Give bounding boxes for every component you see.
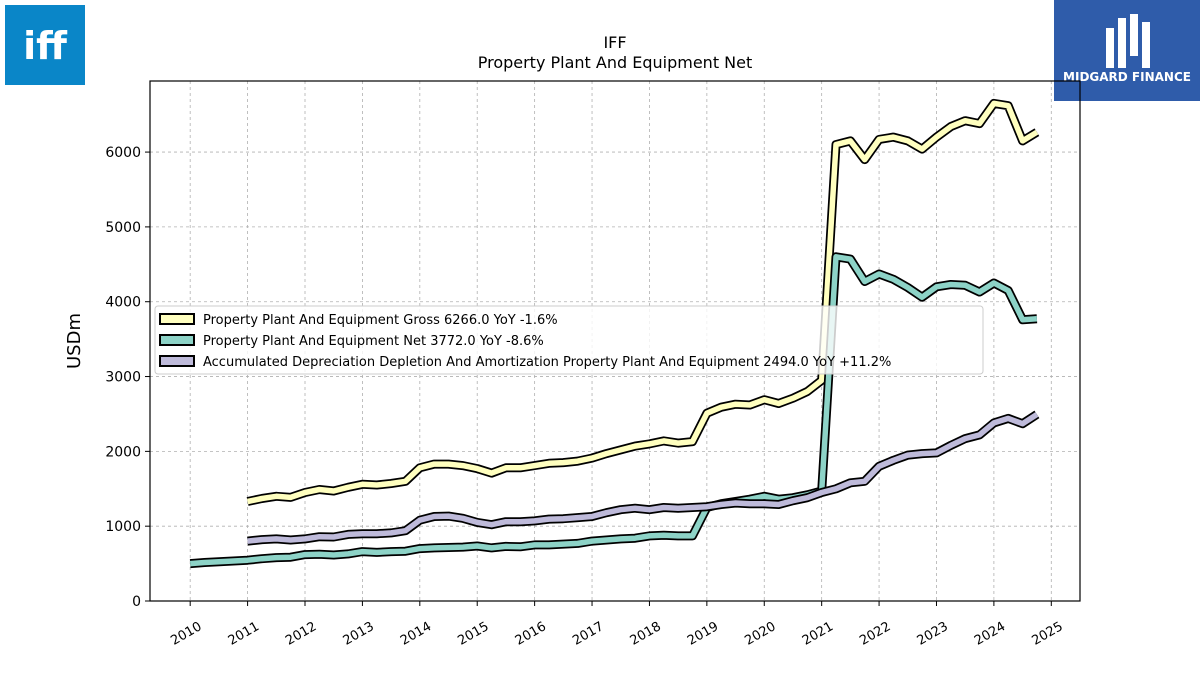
x-tick-label: 2023 <box>915 619 951 649</box>
x-tick-label: 2010 <box>168 619 204 649</box>
x-tick-label: 2017 <box>570 619 606 649</box>
legend: Property Plant And Equipment Gross 6266.… <box>154 305 984 375</box>
x-tick-label: 2019 <box>685 619 721 649</box>
x-axis-ticks: 2010 2011 2012 2013 2014 2015 2016 2017 2018 2019… <box>168 601 1066 649</box>
x-tick-label: 2025 <box>1029 619 1065 649</box>
plot-frame <box>149 80 1081 602</box>
series-2 <box>189 252 1038 569</box>
x-tick-label: 2022 <box>857 619 893 649</box>
iff-logo: iff <box>5 5 85 85</box>
x-tick-label: 2020 <box>742 619 778 649</box>
legend-box <box>154 305 984 375</box>
series-3 <box>247 410 1040 546</box>
chart-subtitle: Property Plant And Equipment Net <box>478 53 753 72</box>
y-tick-label: 1000 <box>105 519 141 535</box>
y-tick-label: 5000 <box>105 220 141 236</box>
legend-swatch <box>159 313 195 325</box>
series-3-line <box>247 412 1039 544</box>
series-2-line <box>189 254 1038 567</box>
x-tick-label: 2021 <box>800 619 836 649</box>
legend-label: Property Plant And Equipment Gross 6266.… <box>203 313 558 328</box>
series-3-outline <box>247 410 1040 546</box>
midgard-logo-text: MIDGARD FINANCE <box>1063 70 1191 84</box>
series-2-outline <box>189 252 1038 569</box>
legend-swatch <box>159 355 195 367</box>
y-tick-label: 6000 <box>105 145 141 161</box>
x-tick-label: 2015 <box>455 619 491 649</box>
midgard-logo-mark: MIDGARD FINANCE <box>1063 14 1191 84</box>
x-tick-label: 2014 <box>398 619 434 649</box>
x-tick-label: 2024 <box>972 619 1008 649</box>
x-tick-label: 2016 <box>513 619 549 649</box>
series-1-outline <box>246 98 1040 506</box>
legend-swatch <box>159 334 195 346</box>
iff-logo-mark: iff <box>23 24 68 68</box>
series-1-line <box>247 100 1039 505</box>
x-tick-label: 2012 <box>283 619 319 649</box>
y-tick-label: 4000 <box>105 295 141 311</box>
y-tick-label: 3000 <box>105 370 141 386</box>
midgard-finance-logo: MIDGARD FINANCE <box>1054 0 1200 101</box>
series-1 <box>246 98 1040 506</box>
series-lines <box>189 98 1040 569</box>
x-tick-label: 2011 <box>226 619 262 649</box>
legend-label: Accumulated Depreciation Depletion And A… <box>203 355 891 370</box>
y-axis-label: USDm <box>64 313 85 369</box>
midgard-emblem-icon <box>1106 14 1150 68</box>
chart-title: IFF <box>603 33 626 52</box>
x-tick-label: 2018 <box>628 619 664 649</box>
iff-logo-text: iff <box>23 24 68 68</box>
y-tick-label: 2000 <box>105 444 141 460</box>
x-tick-label: 2013 <box>341 619 377 649</box>
legend-label: Property Plant And Equipment Net 3772.0 … <box>203 334 544 349</box>
y-tick-label: 0 <box>132 594 141 610</box>
y-axis-ticks: 0 1000 2000 3000 4000 5000 6000 <box>105 145 150 610</box>
